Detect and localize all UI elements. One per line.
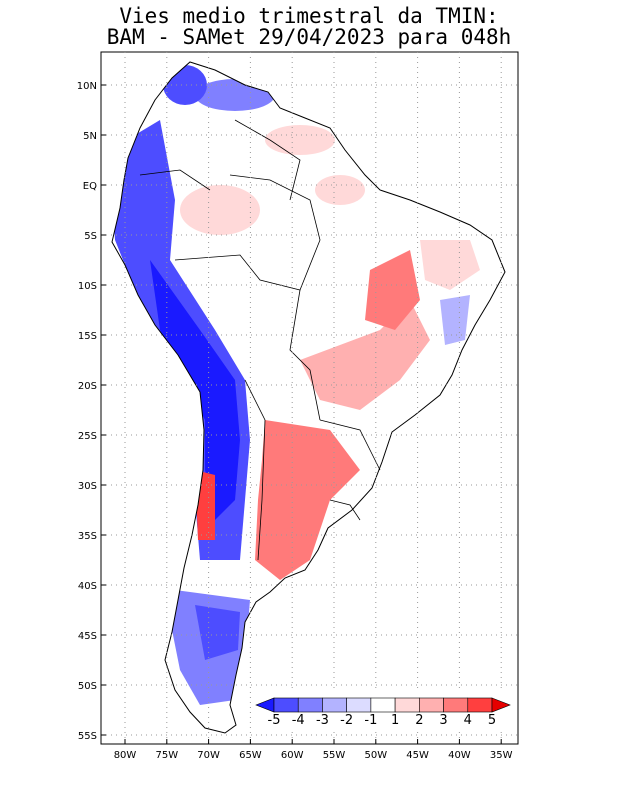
coastline bbox=[111, 61, 506, 734]
lon-tick-label: 45W bbox=[406, 750, 429, 761]
colorbar-label: 4 bbox=[464, 713, 472, 728]
colorbar: -5 -4 -3 -2 -1 1 2 3 4 5 bbox=[252, 692, 514, 732]
colorbar-label: -5 bbox=[268, 713, 281, 728]
lon-tick-label: 75W bbox=[155, 750, 178, 761]
lat-tick-label: 5N bbox=[83, 131, 97, 142]
lat-tick-label: 25S bbox=[78, 431, 97, 442]
lat-tick-label: 20S bbox=[78, 381, 97, 392]
lon-tick-label: 65W bbox=[239, 750, 262, 761]
lon-tick-label: 50W bbox=[364, 750, 387, 761]
lon-tick-label: 40W bbox=[448, 750, 471, 761]
map-title-line2: BAM - SAMet 29/04/2023 para 048h bbox=[106, 25, 512, 49]
map-title-line1: Vies medio trimestral da TMIN: bbox=[119, 4, 499, 28]
lon-tick-label: 70W bbox=[197, 750, 220, 761]
colorbar-box bbox=[467, 697, 493, 713]
lat-tick-label: 15S bbox=[78, 331, 97, 342]
lat-tick-label: EQ bbox=[83, 181, 97, 192]
lat-tick-label: 50S bbox=[78, 681, 97, 692]
country-borders bbox=[139, 119, 381, 561]
lon-tick-label: 60W bbox=[281, 750, 304, 761]
colorbar-high-arrow bbox=[491, 697, 511, 713]
lat-tick-labels: 10N 5N EQ 5S 10S 15S 20S 25S 30S 35S 40S 45S 50S 55S bbox=[77, 81, 106, 742]
colorbar-box bbox=[322, 697, 347, 713]
colorbar-box bbox=[419, 697, 444, 713]
colorbar-label: 2 bbox=[415, 713, 423, 728]
lat-tick-label: 10N bbox=[77, 81, 97, 92]
colorbar-label: 1 bbox=[391, 713, 399, 728]
colorbar-box bbox=[443, 697, 469, 713]
colorbar-box bbox=[346, 697, 372, 713]
lat-tick-label: 45S bbox=[78, 631, 97, 642]
colorbar-box bbox=[297, 697, 323, 713]
lon-tick-label: 35W bbox=[490, 750, 513, 761]
lon-tick-label: 55W bbox=[323, 750, 346, 761]
colorbar-box bbox=[370, 697, 396, 713]
grid-lines bbox=[101, 52, 518, 744]
lat-tick-label: 5S bbox=[84, 231, 97, 242]
colorbar-box bbox=[394, 697, 420, 713]
lon-tick-label: 80W bbox=[114, 750, 137, 761]
lat-tick-label: 35S bbox=[78, 531, 97, 542]
colorbar-label: -1 bbox=[364, 713, 377, 728]
colorbar-box bbox=[273, 697, 299, 713]
lat-tick-label: 10S bbox=[78, 281, 97, 292]
lat-tick-label: 40S bbox=[78, 581, 97, 592]
colorbar-label: 3 bbox=[439, 713, 447, 728]
colorbar-label: -2 bbox=[340, 713, 353, 728]
lon-tick-labels: 80W 75W 70W 65W 60W 55W 50W 45W 40W 35W bbox=[114, 739, 513, 761]
colorbar-label: -4 bbox=[292, 713, 305, 728]
lat-tick-label: 55S bbox=[78, 731, 97, 742]
colorbar-label: 5 bbox=[488, 713, 496, 728]
colorbar-label: -3 bbox=[316, 713, 329, 728]
lat-tick-label: 30S bbox=[78, 481, 97, 492]
